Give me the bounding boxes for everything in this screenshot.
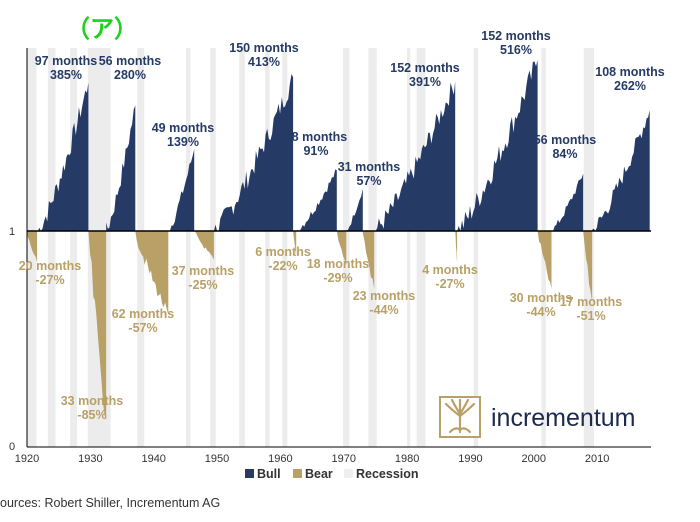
bull-market-label: 31 months 57% xyxy=(338,160,401,188)
bull-market-area xyxy=(296,169,337,231)
recession-band xyxy=(282,48,288,447)
x-tick-label: 1940 xyxy=(141,453,165,465)
x-tick-label: 1930 xyxy=(78,453,102,465)
bear-market-label: 18 months -29% xyxy=(307,257,370,285)
legend-recession-swatch xyxy=(344,469,353,478)
bear-market-area xyxy=(455,231,458,263)
bull-market-label: 152 months 516% xyxy=(481,29,551,57)
bear-market-label: 20 months -27% xyxy=(19,259,82,287)
bear-market-label: 23 months -44% xyxy=(353,289,416,317)
period-labels: 97 months 385%56 months 280% 49 months 139% 1… xyxy=(19,29,665,422)
bear-market-label: 17 months -51% xyxy=(560,295,623,323)
x-tick-label: 1970 xyxy=(332,453,356,465)
annotation-label: （ア） xyxy=(66,16,138,43)
recession-band xyxy=(416,48,426,447)
bear-market-area xyxy=(194,231,214,260)
incrementum-logo: incrementum xyxy=(439,396,636,438)
legend-bear-swatch xyxy=(293,469,302,478)
bear-market-label: 6 months -22% xyxy=(255,245,311,273)
bull-market-area xyxy=(551,173,584,231)
bull-market-area xyxy=(374,81,456,231)
bear-market-label: 62 months -57% xyxy=(112,307,175,335)
x-tick-label: 1960 xyxy=(268,453,292,465)
bull-market-label: 56 months 280% xyxy=(99,54,162,82)
bull-market-label: 56 months 84% xyxy=(534,133,597,161)
recession-band xyxy=(186,48,191,447)
bull-market-label: 49 months 139% xyxy=(152,121,215,149)
recession-band xyxy=(407,48,411,447)
bear-market-label: 30 months -44% xyxy=(510,291,573,319)
bull-market-label: 78 months 91% xyxy=(285,130,348,158)
x-tick-label: 1990 xyxy=(458,453,482,465)
bear-market-label: 37 months -25% xyxy=(172,264,235,292)
axes: 1 0 xyxy=(9,48,651,453)
bull-market-area xyxy=(213,74,294,231)
bull-market-label: 97 months 385% xyxy=(35,54,98,82)
recession-band xyxy=(239,48,245,447)
legend: Bull Bear Recession xyxy=(245,467,419,481)
legend-bull-swatch xyxy=(245,469,254,478)
x-tick-label: 1950 xyxy=(205,453,229,465)
bull-market-area xyxy=(37,82,89,231)
bear-market-label: 4 months -27% xyxy=(422,263,478,291)
logo-text: incrementum xyxy=(491,404,636,432)
bear-market-area xyxy=(362,231,375,289)
bull-market-label: 108 months 262% xyxy=(595,65,665,93)
bull-market-area xyxy=(346,188,363,231)
y-tick-1: 1 xyxy=(9,226,15,238)
bull-market-label: 150 months 413% xyxy=(229,41,299,69)
bear-market-area xyxy=(336,231,347,266)
bear-market-area xyxy=(293,231,297,256)
bear-market-area xyxy=(537,231,552,289)
x-tick-label: 2010 xyxy=(585,453,609,465)
bear-market-label: 33 months -85% xyxy=(61,394,124,422)
x-tick-label: 1980 xyxy=(395,453,419,465)
bull-market-area xyxy=(457,60,538,231)
x-ticks: 1920 1930 1940 1950 1960 1970 1980 1990 2000 2010 xyxy=(15,453,610,465)
legend-recession-label: Recession xyxy=(356,467,419,481)
source-note: ources: Robert Shiller, Incrementum AG xyxy=(0,496,221,510)
legend-bear-label: Bear xyxy=(305,467,333,481)
recession-band xyxy=(70,48,78,447)
bear-market-area xyxy=(135,231,169,316)
bear-market-area xyxy=(583,231,593,303)
bull-market-label: 152 months 391% xyxy=(390,61,460,89)
bull-market-area xyxy=(592,110,650,231)
recession-band xyxy=(473,48,479,447)
x-tick-label: 2000 xyxy=(522,453,546,465)
bear-market-area xyxy=(26,231,38,263)
y-tick-0: 0 xyxy=(9,441,15,453)
x-tick-label: 1920 xyxy=(15,453,39,465)
bear-market-area xyxy=(88,231,107,420)
recession-band xyxy=(47,48,56,447)
recession-band xyxy=(265,48,270,447)
tree-icon xyxy=(444,398,476,434)
bull-market-area xyxy=(106,105,136,231)
legend-bull-label: Bull xyxy=(257,467,281,481)
bull-market-area xyxy=(168,149,195,231)
market-areas xyxy=(26,60,650,420)
